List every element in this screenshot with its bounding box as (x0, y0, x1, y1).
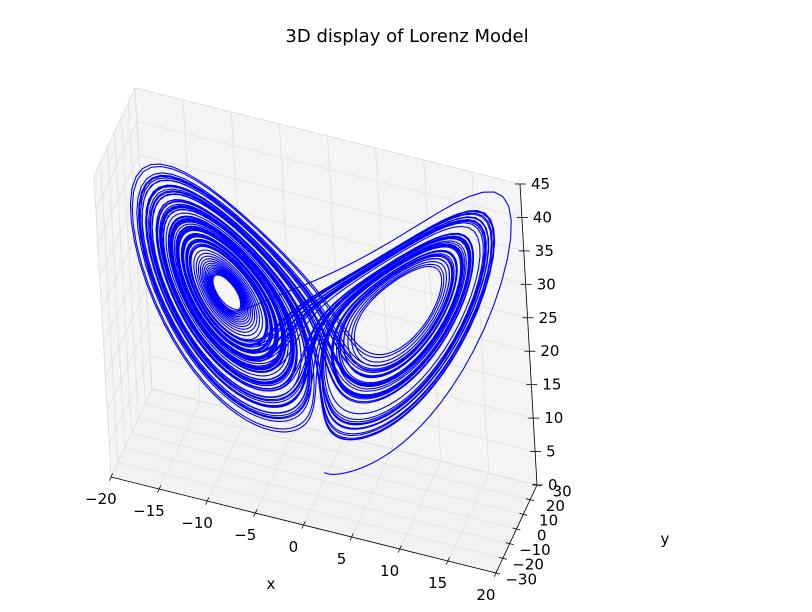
y-tick (492, 571, 500, 575)
x-tick (157, 485, 162, 493)
grid-line-z (106, 321, 534, 419)
x-axis-label: x (267, 575, 276, 593)
y-tick (498, 556, 507, 560)
x-tick (108, 473, 114, 481)
x-tick (205, 497, 210, 505)
z-tick-label: 30 (537, 275, 556, 293)
z-tick-label: 40 (533, 208, 552, 226)
y-tick (519, 512, 528, 516)
y-tick (526, 498, 535, 502)
z-tick-label: 20 (540, 342, 559, 360)
x-tick-label: −20 (85, 490, 117, 508)
y-tick-label: −20 (512, 556, 544, 574)
z-tick-label: 35 (535, 242, 554, 260)
x-tick (349, 533, 354, 541)
series-layer (129, 163, 512, 475)
z-tick-label: 5 (546, 443, 556, 461)
x-tick (445, 557, 450, 565)
y-tick (505, 542, 514, 546)
y-tick-label: 0 (537, 526, 547, 544)
x-tick-label: 5 (337, 550, 347, 568)
grid-line-z (95, 120, 522, 218)
z-tick-label: 25 (539, 309, 558, 327)
y-tick-label: −10 (519, 541, 551, 559)
axes-lines (108, 183, 543, 577)
z-tick-label: 45 (531, 175, 550, 193)
x-tick (397, 545, 402, 553)
x-tick-label: −5 (234, 526, 256, 544)
y-tick-label: 20 (546, 497, 565, 515)
grid-line-z (110, 388, 538, 486)
x-tick (301, 521, 306, 529)
axes-ticks: −20−15−10−505101520−30−20−10010203005101… (85, 175, 572, 604)
x-tick-label: 20 (476, 586, 495, 604)
x-tick-label: −10 (181, 514, 213, 532)
y-tick-label: 10 (539, 512, 558, 530)
lorenz-trajectory-line (129, 163, 512, 475)
chart-title: 3D display of Lorenz Model (285, 26, 528, 47)
x-tick-label: 15 (428, 574, 447, 592)
x-tick-label: −15 (133, 502, 165, 520)
y-tick-label: −30 (505, 570, 537, 588)
y-tick (512, 527, 521, 531)
z-tick-label: 15 (542, 376, 561, 394)
x-tick (253, 509, 258, 517)
z-axis-line (519, 183, 538, 486)
grid-line-z (97, 154, 524, 252)
x-tick-label: 0 (289, 538, 299, 556)
grid-line-z (108, 355, 536, 452)
x-tick-label: 10 (380, 562, 399, 580)
grid-line-z (93, 87, 521, 185)
y-tick-label: 30 (553, 482, 572, 500)
z-tick-label: 10 (544, 409, 563, 427)
y-axis-label: y (661, 530, 670, 548)
z-tick-label: 0 (548, 476, 558, 494)
